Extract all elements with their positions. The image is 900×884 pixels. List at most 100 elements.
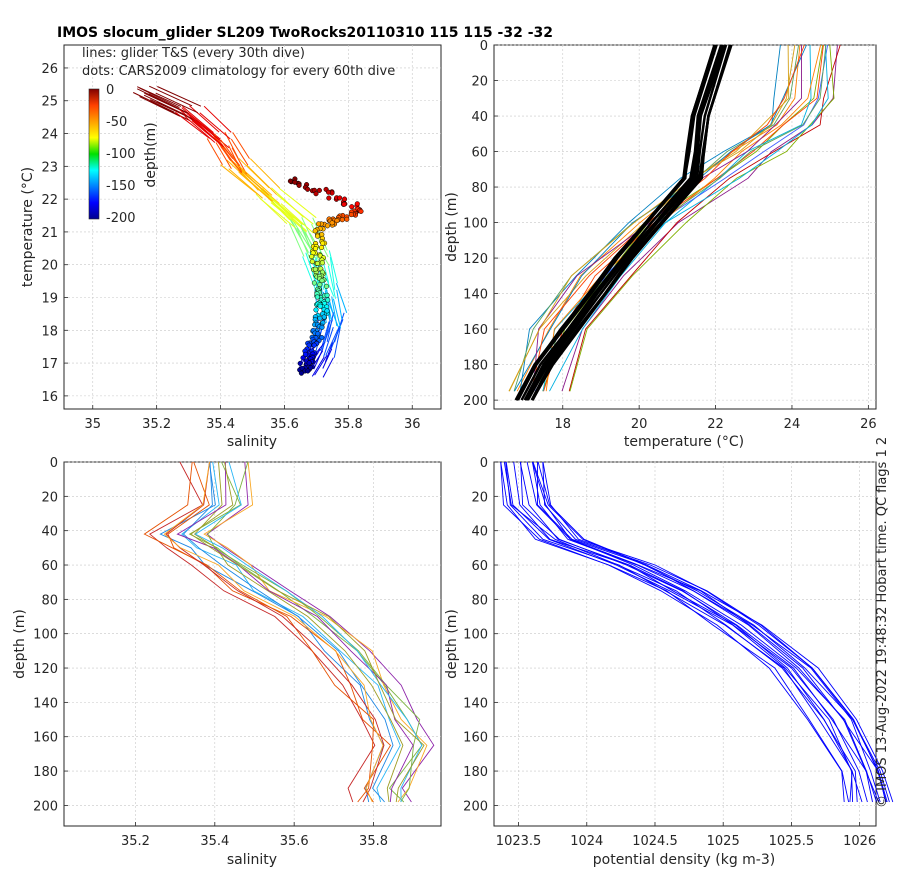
ts-climatology-dot <box>324 292 330 298</box>
dens-ylabel: depth (m) <box>444 609 460 679</box>
ts-climatology-dot <box>354 201 360 207</box>
figure-title: IMOS slocum_glider SL209 TwoRocks2011031… <box>57 25 553 41</box>
sal-panel-frame <box>63 461 442 827</box>
ts-glider-segment <box>186 113 220 141</box>
ts-climatology-dot <box>300 355 306 361</box>
ts-climatology-dot <box>358 208 364 214</box>
ts-glider-segment <box>326 312 334 343</box>
ts-glider-segment <box>322 319 331 350</box>
ts-glider-segment <box>328 250 338 284</box>
ts-glider-segment <box>231 147 248 175</box>
ts-glider-segment <box>238 171 274 202</box>
y-tick-label: 40 <box>41 525 58 540</box>
ts-climatology-dot <box>319 244 325 251</box>
ts-glider-segment <box>182 106 214 133</box>
y-tick-label: 60 <box>41 559 58 574</box>
y-tick-label: 200 <box>33 799 58 814</box>
y-tick-label: 22 <box>41 193 58 208</box>
ts-climatology-dot <box>319 260 325 266</box>
ts-climatology-dot <box>305 186 311 192</box>
x-tick-label: 35.6 <box>280 834 309 849</box>
density-profile <box>513 461 863 803</box>
y-tick-label: 120 <box>463 252 488 267</box>
ts-glider-segment <box>215 142 232 169</box>
ts-glider-segment <box>324 342 334 363</box>
salinity-profile <box>167 461 392 803</box>
x-tick-label: 35.4 <box>206 417 235 432</box>
ts-glider-segment <box>148 93 189 114</box>
ts-glider-segment <box>238 157 270 189</box>
x-tick-label: 35 <box>84 417 101 432</box>
ts-glider-segment <box>329 256 336 290</box>
y-tick-label: 19 <box>41 292 58 307</box>
ts-glider-segment <box>259 197 296 229</box>
ts-glider-segment <box>290 219 310 253</box>
y-tick-label: 160 <box>463 731 488 746</box>
x-tick-label: 22 <box>707 417 724 432</box>
ts-glider-segment <box>313 349 324 370</box>
ts-climatology-dot <box>305 368 311 374</box>
x-tick-label: 35.4 <box>200 834 229 849</box>
colorbar-tick-100: -100 <box>106 147 136 162</box>
salinity-profile <box>176 461 414 803</box>
ts-climatology-dot <box>287 178 293 184</box>
y-tick-label: 160 <box>463 323 488 338</box>
ts-glider-segment <box>203 105 232 133</box>
ts-xlabel: salinity <box>227 434 277 450</box>
ts-climatology-dot <box>324 223 331 229</box>
y-tick-label: 0 <box>480 456 488 471</box>
x-tick-label: 18 <box>554 417 571 432</box>
climatology-temperature-profile <box>514 44 717 401</box>
sal-xlabel: salinity <box>227 852 277 868</box>
ts-climatology-dot <box>317 303 323 309</box>
ts-glider-segment <box>220 139 241 167</box>
climatology-temperature-profile <box>516 44 718 401</box>
climatology-temperature-profile <box>531 44 733 401</box>
ts-climatology-dot <box>334 218 340 224</box>
legend-lines: lines: glider T&S (every 30th dive) <box>82 46 305 61</box>
ts-climatology-dot <box>313 307 319 313</box>
ts-climatology-dot <box>319 324 325 330</box>
ts-climatology-dot <box>312 246 319 252</box>
ts-glider-segment <box>246 164 278 196</box>
ts-climatology-dot <box>296 182 302 188</box>
salinity-profile <box>181 461 401 803</box>
salinity-profile <box>193 461 404 803</box>
y-tick-label: 40 <box>471 110 488 125</box>
tick-labels: 35 35.2 35.4 35.6 35.8 36 16 17 18 19 20 21 22 23 24 25… <box>33 39 876 849</box>
x-tick-label: 35.2 <box>142 417 171 432</box>
x-tick-label: 26 <box>860 417 877 432</box>
ts-climatology-dot <box>311 342 317 348</box>
colorbar-tick-0: 0 <box>106 83 114 98</box>
ts-glider-segment <box>331 296 338 326</box>
y-tick-label: 200 <box>463 799 488 814</box>
ts-climatology-dot <box>311 280 317 286</box>
ts-panel-frame <box>63 44 442 410</box>
ts-glider-segment <box>270 202 308 233</box>
ts-climatology-dot <box>314 260 321 266</box>
salinity-profile <box>190 461 425 803</box>
ts-climatology-dot <box>313 191 319 197</box>
side-stamp: © IMOS 13-Aug-2022 19:48:32 Hobart time.… <box>875 437 890 808</box>
climatology-temperature-profile <box>523 44 725 401</box>
y-tick-label: 18 <box>41 324 58 339</box>
x-tick-label: 36 <box>404 417 421 432</box>
ts-glider-segment <box>220 146 243 174</box>
ts-glider-segment <box>199 112 231 140</box>
ts-glider-segment <box>271 200 307 232</box>
salinity-profile <box>143 461 375 803</box>
ts-glider-segment <box>174 111 210 139</box>
ts-climatology-dot <box>308 365 314 371</box>
colorbar-label: depth(m) <box>143 122 159 187</box>
ts-climatology-dot <box>316 221 322 227</box>
colorbar-tick-150: -150 <box>106 179 136 194</box>
y-tick-label: 180 <box>463 765 488 780</box>
temp-ylabel: depth (m) <box>444 192 460 262</box>
ts-glider-segment <box>322 348 333 369</box>
legend-dots: dots: CARS2009 climatology for every 60t… <box>82 64 395 79</box>
y-tick-label: 180 <box>463 359 488 374</box>
ts-glider-segment <box>191 120 224 148</box>
ts-glider-segment <box>311 356 325 377</box>
ts-glider-segment <box>289 223 305 257</box>
